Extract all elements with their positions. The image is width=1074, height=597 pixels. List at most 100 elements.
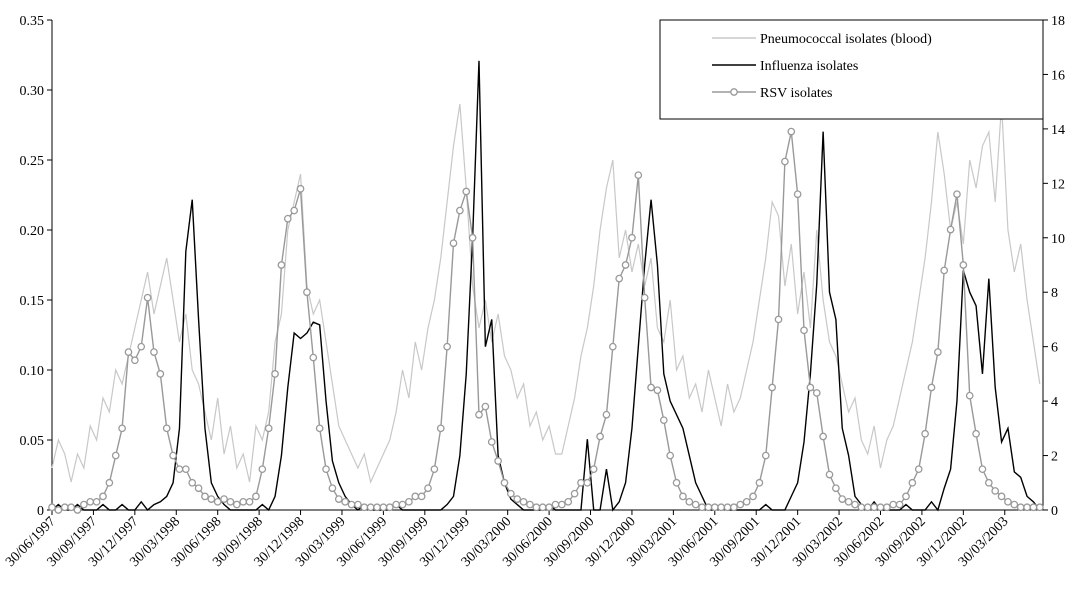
point <box>602 410 611 419</box>
point <box>169 451 177 460</box>
point <box>832 484 840 493</box>
point <box>392 500 400 509</box>
point <box>589 465 598 474</box>
point <box>239 497 248 506</box>
point <box>628 233 636 242</box>
y2-tick-label: 14 <box>1051 123 1065 138</box>
point <box>309 353 318 362</box>
point <box>111 451 120 460</box>
point <box>92 497 101 506</box>
point <box>347 500 356 509</box>
point <box>685 497 694 506</box>
point <box>232 500 241 509</box>
point <box>570 489 579 498</box>
point <box>513 495 522 503</box>
point <box>564 497 573 506</box>
point <box>303 288 311 297</box>
y2-tick-label: 6 <box>1051 341 1058 356</box>
point <box>124 348 133 356</box>
point <box>844 497 853 506</box>
y-tick-label: 0.30 <box>20 84 45 99</box>
point <box>296 184 305 193</box>
point <box>793 190 802 199</box>
point <box>475 410 483 419</box>
point <box>838 495 847 503</box>
series-line <box>51 131 1040 511</box>
point <box>430 465 439 474</box>
point <box>341 497 350 506</box>
y-tick-label: 0 <box>37 504 44 519</box>
point <box>277 261 286 269</box>
point <box>118 424 126 433</box>
point <box>271 370 279 378</box>
y-tick-label: 0.35 <box>20 14 45 29</box>
point <box>143 293 152 302</box>
point <box>213 497 222 506</box>
point <box>175 465 184 474</box>
point <box>411 492 420 501</box>
y2-tick-label: 0 <box>1051 504 1058 519</box>
point <box>640 293 649 302</box>
point <box>883 503 891 512</box>
point <box>851 500 859 509</box>
point <box>717 503 726 512</box>
point <box>933 348 942 356</box>
point <box>258 465 267 474</box>
point <box>73 506 82 514</box>
point <box>679 492 687 501</box>
point <box>991 487 1000 495</box>
point <box>557 500 566 509</box>
point <box>1035 503 1044 512</box>
point <box>825 470 834 479</box>
point <box>54 506 63 514</box>
point <box>876 503 885 512</box>
point <box>181 465 190 474</box>
series-line <box>51 60 1041 512</box>
point <box>67 503 75 512</box>
point <box>156 370 165 378</box>
point <box>666 451 675 460</box>
point <box>755 478 764 487</box>
point <box>526 500 534 509</box>
point <box>500 478 509 487</box>
point <box>315 424 324 433</box>
point <box>468 233 477 242</box>
y2-tick-label: 4 <box>1051 395 1058 410</box>
point <box>207 495 216 503</box>
point <box>532 503 541 512</box>
point <box>953 190 961 199</box>
point <box>405 497 413 506</box>
point <box>379 503 388 512</box>
point <box>806 383 815 392</box>
point <box>946 225 955 234</box>
point <box>908 478 917 487</box>
point <box>615 274 624 283</box>
point <box>290 206 299 215</box>
point <box>226 497 235 506</box>
point <box>417 492 426 501</box>
point <box>997 492 1006 501</box>
y2-tick-label: 8 <box>1051 286 1058 301</box>
legend-label: Pneumococcal isolates (blood) <box>760 32 932 47</box>
point <box>812 389 821 397</box>
y-tick-label: 0.05 <box>20 434 45 449</box>
point <box>283 214 292 223</box>
point <box>443 342 451 351</box>
point <box>105 478 114 487</box>
y2-tick-label: 16 <box>1051 68 1065 83</box>
y2-tick-label: 18 <box>1051 14 1065 29</box>
point <box>462 187 471 196</box>
point <box>965 391 974 400</box>
point <box>902 492 910 501</box>
point <box>456 206 464 215</box>
point <box>800 326 808 335</box>
y-tick-label: 0.10 <box>20 364 45 379</box>
point <box>889 500 898 509</box>
point <box>360 503 369 512</box>
y2-tick-label: 10 <box>1051 232 1065 247</box>
point <box>201 492 209 501</box>
point <box>264 424 273 433</box>
point <box>736 500 745 509</box>
legend-box <box>659 19 1044 120</box>
